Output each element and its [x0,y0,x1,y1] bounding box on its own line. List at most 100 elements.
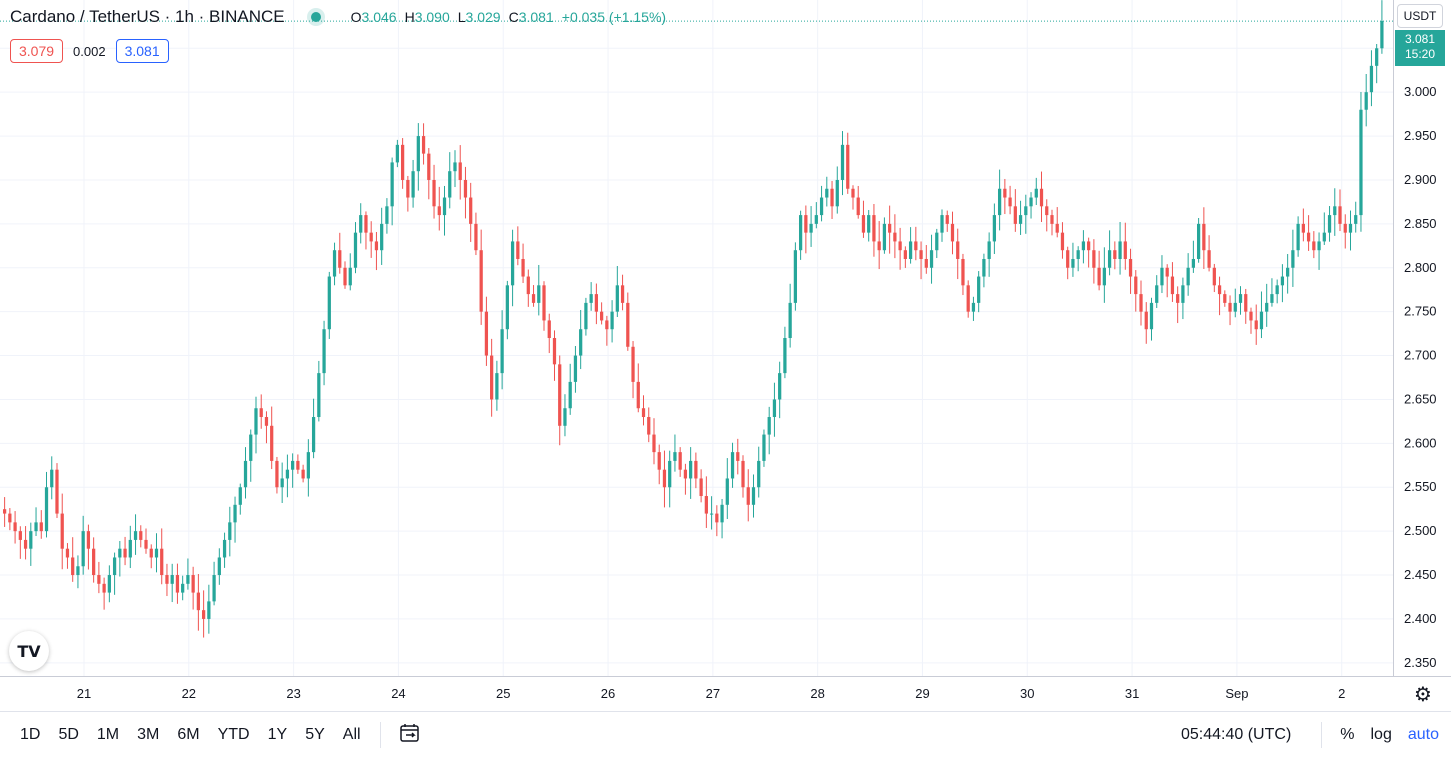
candle-down[interactable] [463,179,468,198]
candle-down[interactable] [301,469,305,479]
candle-down[interactable] [626,302,630,347]
candle-down[interactable] [1092,250,1096,268]
candle-up[interactable] [940,215,944,233]
candle-up[interactable] [1369,65,1374,93]
candle-up[interactable] [233,504,237,523]
candle-down[interactable] [898,241,902,251]
candle-up[interactable] [1348,223,1353,233]
candle-down[interactable] [914,241,918,251]
candle-down[interactable] [2,509,7,514]
candle-down[interactable] [1013,206,1017,224]
candle-down[interactable] [1170,276,1175,295]
candle-up[interactable] [44,487,49,532]
candle-down[interactable] [1228,302,1232,312]
candle-up[interactable] [34,522,38,532]
candle-down[interactable] [160,548,164,576]
candle-down[interactable] [804,215,808,233]
candle-down[interactable] [39,522,43,532]
candle-down[interactable] [1217,285,1222,295]
candle-down[interactable] [893,232,897,242]
candle-down[interactable] [636,381,640,409]
candle-up[interactable] [1259,311,1264,330]
candle-down[interactable] [458,162,462,180]
candle-up[interactable] [1186,267,1190,286]
candle-up[interactable] [411,171,415,198]
candle-down[interactable] [1113,250,1117,259]
candle-down[interactable] [830,188,834,207]
candle-up[interactable] [568,381,572,409]
candle-down[interactable] [60,513,64,549]
candle-up[interactable] [1018,215,1023,224]
candle-up[interactable] [212,575,216,602]
candle-up[interactable] [563,408,567,426]
candle-up[interactable] [291,460,295,470]
candle-down[interactable] [1008,197,1012,207]
candle-up[interactable] [332,250,337,277]
candle-down[interactable] [175,575,180,593]
candle-up[interactable] [1333,206,1337,216]
candle-up[interactable] [1107,250,1112,268]
candle-down[interactable] [296,460,300,470]
candle-up[interactable] [1191,258,1196,268]
candle-down[interactable] [1343,223,1347,233]
candle-up[interactable] [772,399,777,418]
candle-up[interactable] [285,469,290,479]
candle-up[interactable] [720,504,724,523]
candle-up[interactable] [385,206,389,224]
candle-down[interactable] [1202,223,1206,251]
candle-down[interactable] [1306,232,1311,242]
candle-up[interactable] [882,223,887,251]
candle-up[interactable] [1380,21,1384,49]
candle-up[interactable] [783,338,787,374]
candle-up[interactable] [327,276,331,330]
candle-down[interactable] [427,153,431,180]
candle-up[interactable] [908,241,913,259]
candle-up[interactable] [154,548,159,558]
candle-up[interactable] [222,539,227,558]
candle-down[interactable] [620,285,625,303]
candle-up[interactable] [537,285,541,303]
candle-up[interactable] [757,460,761,488]
candle-up[interactable] [76,566,80,576]
candle-down[interactable] [552,338,557,365]
candle-down[interactable] [165,575,169,584]
candle-up[interactable] [668,460,672,488]
candle-up[interactable] [778,373,782,400]
candle-down[interactable] [102,583,106,593]
candle-down[interactable] [1003,188,1007,198]
candle-up[interactable] [238,487,242,505]
candle-up[interactable] [709,513,714,515]
candle-up[interactable] [280,478,284,488]
candle-up[interactable] [217,557,221,576]
candle-down[interactable] [55,469,59,514]
candle-up[interactable] [1364,92,1368,110]
candle-up[interactable] [689,460,693,479]
candle-up[interactable] [1181,285,1185,303]
candle-up[interactable] [243,460,248,488]
candle-up[interactable] [306,452,310,479]
candle-down[interactable] [1097,267,1101,286]
candle-up[interactable] [442,197,447,216]
candle-down[interactable] [1176,294,1180,303]
candle-down[interactable] [374,241,379,251]
candle-down[interactable] [888,223,892,233]
candle-down[interactable] [139,531,143,540]
candle-down[interactable] [201,610,206,619]
candle-up[interactable] [1286,267,1290,277]
candle-up[interactable] [867,215,871,233]
candle-up[interactable] [500,329,504,374]
candle-up[interactable] [416,136,420,172]
candle-up[interactable] [579,329,583,356]
candle-up[interactable] [1155,285,1159,303]
candle-down[interactable] [599,311,604,321]
candle-down[interactable] [479,250,483,312]
candle-up[interactable] [128,539,132,558]
candle-down[interactable] [23,539,28,549]
candle-up[interactable] [1233,302,1237,312]
candle-up[interactable] [1296,223,1300,251]
range-1m-button[interactable]: 1M [96,726,120,743]
candle-up[interactable] [589,294,593,303]
candle-down[interactable] [338,250,342,268]
candle-down[interactable] [966,285,970,312]
candle-up[interactable] [348,267,352,286]
